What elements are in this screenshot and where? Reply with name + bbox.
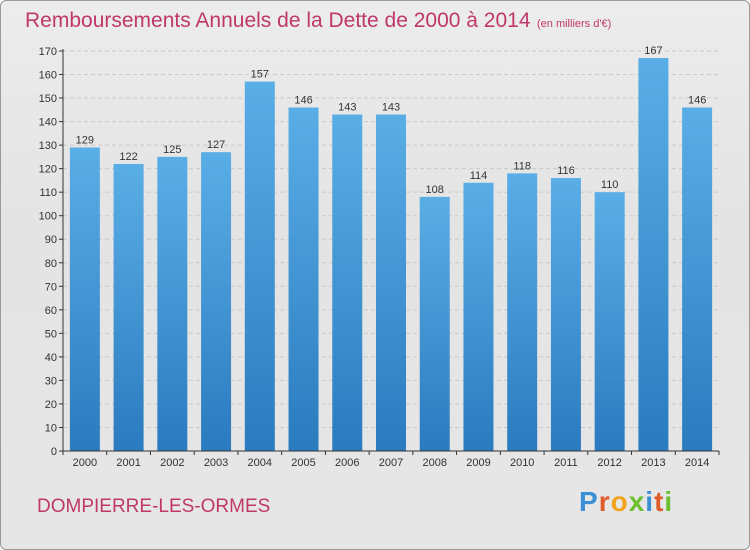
x-tick-label: 2014 xyxy=(685,457,709,469)
bar xyxy=(157,156,188,451)
bar-value-label: 125 xyxy=(163,144,181,156)
bar xyxy=(113,163,144,452)
proxiti-logo: Proxiti xyxy=(579,486,673,518)
bar xyxy=(201,152,232,452)
y-tick-label: 150 xyxy=(39,93,57,105)
logo-letter: P xyxy=(579,486,599,517)
chart-title: Remboursements Annuels de la Dette de 20… xyxy=(25,9,531,32)
logo-letter: i xyxy=(645,486,655,517)
y-tick-label: 20 xyxy=(45,399,57,411)
bar xyxy=(288,107,319,452)
x-tick-label: 2007 xyxy=(379,457,403,469)
x-tick-label: 2004 xyxy=(248,457,272,469)
data-labels: 129 122 125 127 157 146 143 143 108 114 118 116 110 1… xyxy=(76,45,707,196)
bar-value-label: 127 xyxy=(207,139,225,151)
x-tick-label: 2009 xyxy=(466,457,490,469)
x-tick-label: 2003 xyxy=(204,457,228,469)
x-tick-label: 2001 xyxy=(116,457,140,469)
y-tick-label: 60 xyxy=(45,305,57,317)
logo-letter: i xyxy=(664,486,674,517)
bar xyxy=(376,114,406,451)
y-tick-label: 70 xyxy=(45,281,57,293)
y-tick-label: 50 xyxy=(45,328,57,340)
commune-name: DOMPIERRE-LES-ORMES xyxy=(37,496,271,517)
logo-letter: x xyxy=(628,486,646,517)
x-tick-label: 2011 xyxy=(554,457,578,469)
y-tick-label: 160 xyxy=(39,70,57,82)
bar-value-label: 167 xyxy=(644,45,662,57)
y-tick-label: 120 xyxy=(39,164,57,176)
x-tick-label: 2012 xyxy=(597,457,621,469)
x-tick-label: 2010 xyxy=(510,457,534,469)
bar xyxy=(69,147,100,451)
chart-unit-label: (en milliers d'€) xyxy=(537,18,612,30)
x-tick-label: 2002 xyxy=(160,457,184,469)
bar xyxy=(550,178,581,451)
logo-letter: r xyxy=(598,486,611,517)
bar xyxy=(682,107,713,452)
y-tick-label: 140 xyxy=(39,117,57,129)
x-tick-label: 2013 xyxy=(641,457,665,469)
x-tick-label: 2005 xyxy=(291,457,315,469)
y-tick-label: 30 xyxy=(45,375,57,387)
bar-value-label: 143 xyxy=(382,102,400,114)
y-tick-label: 110 xyxy=(39,187,57,199)
bar-value-label: 110 xyxy=(601,179,619,191)
bar-value-label: 143 xyxy=(338,102,356,114)
y-tick-label: 130 xyxy=(39,140,57,152)
y-tick-label: 100 xyxy=(39,211,57,223)
bar xyxy=(244,81,275,452)
y-tick-label: 90 xyxy=(45,234,57,246)
bar xyxy=(594,192,625,452)
y-tick-label: 170 xyxy=(39,46,57,58)
logo-letter: o xyxy=(610,486,629,517)
bar-value-label: 157 xyxy=(251,69,269,81)
y-tick-label: 80 xyxy=(45,258,57,270)
y-tick-label: 0 xyxy=(51,446,57,458)
logo-letter: t xyxy=(654,486,665,517)
bar xyxy=(419,196,450,451)
x-tick-label: 2008 xyxy=(422,457,446,469)
bar xyxy=(332,114,363,451)
bar-value-label: 129 xyxy=(76,134,94,146)
bar-value-label: 146 xyxy=(688,94,706,106)
bar-value-label: 118 xyxy=(513,160,531,172)
bar-value-label: 122 xyxy=(119,151,137,163)
y-tick-label: 40 xyxy=(45,352,57,364)
bar xyxy=(507,173,538,451)
bar-value-label: 108 xyxy=(426,184,444,196)
bar xyxy=(638,58,669,451)
bar-value-label: 146 xyxy=(294,94,312,106)
bar xyxy=(463,182,494,451)
x-tick-label: 2000 xyxy=(73,457,97,469)
bar-value-label: 116 xyxy=(557,165,575,177)
bars xyxy=(69,58,713,452)
y-tick-label: 10 xyxy=(45,422,57,434)
axes: 0 10 20 30 40 50 60 70 80 90 100 110 120 130 140 150 160… xyxy=(39,46,720,469)
bar-value-label: 114 xyxy=(470,170,488,182)
x-tick-label: 2006 xyxy=(335,457,359,469)
